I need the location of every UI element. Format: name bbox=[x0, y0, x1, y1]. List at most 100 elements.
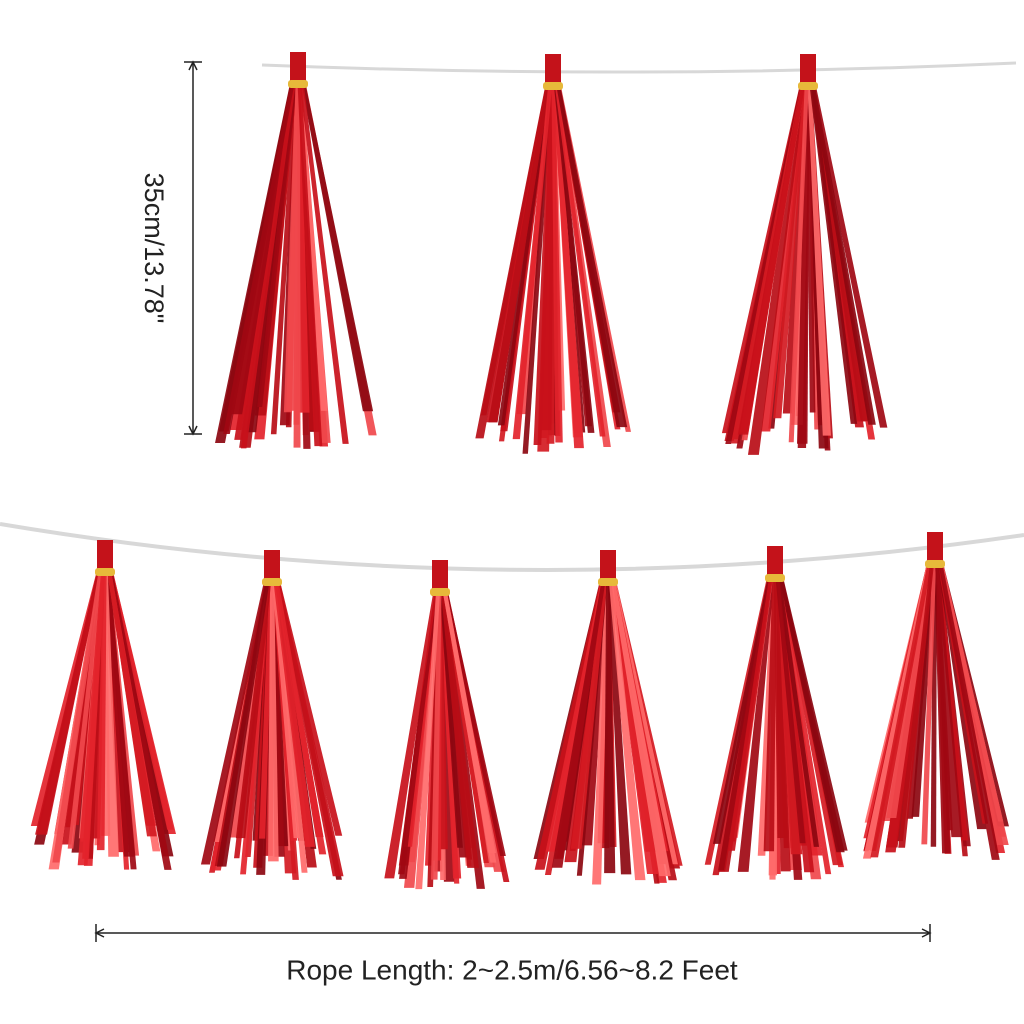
foil-strip bbox=[488, 84, 551, 423]
foil-strip bbox=[737, 84, 806, 435]
foil-strip bbox=[607, 580, 632, 875]
foil-strip bbox=[301, 82, 374, 412]
foil-strip bbox=[268, 580, 279, 862]
arrow-head bbox=[921, 928, 932, 938]
gold-band bbox=[430, 588, 450, 596]
foil-strip bbox=[552, 84, 584, 449]
gold-band bbox=[288, 80, 308, 88]
tassel-top bbox=[97, 540, 113, 576]
foil-strip bbox=[440, 590, 479, 868]
foil-strip bbox=[870, 562, 932, 858]
foil-strip bbox=[608, 580, 646, 881]
foil-strip bbox=[442, 590, 497, 863]
foil-strip bbox=[415, 590, 441, 890]
foil-strip bbox=[778, 576, 848, 851]
tassel bbox=[30, 540, 176, 870]
tassel bbox=[200, 550, 344, 880]
foil-strip bbox=[96, 570, 107, 851]
foil-strip bbox=[216, 580, 270, 867]
foil-strip bbox=[933, 562, 951, 854]
foil-strip bbox=[737, 576, 775, 872]
foil-strip bbox=[439, 590, 463, 848]
foil-strip bbox=[235, 580, 272, 839]
foil-strip bbox=[299, 82, 349, 444]
foil-strip bbox=[257, 82, 298, 407]
tassel-top bbox=[767, 546, 783, 582]
foil-strip bbox=[921, 562, 937, 845]
foil-strip bbox=[898, 562, 935, 848]
foil-strip bbox=[430, 590, 442, 880]
foil-strip bbox=[810, 84, 876, 425]
foil-strip bbox=[775, 576, 806, 844]
gold-band bbox=[262, 578, 282, 586]
tassel bbox=[533, 550, 683, 885]
gold-band bbox=[95, 568, 115, 576]
foil-strip bbox=[522, 84, 553, 454]
foil-strip bbox=[930, 562, 937, 847]
gold-band bbox=[798, 82, 818, 90]
foil-strip bbox=[604, 580, 616, 874]
gold-band bbox=[925, 560, 945, 568]
gold-band bbox=[765, 574, 785, 582]
tassel-top bbox=[432, 560, 448, 596]
foil-strip bbox=[592, 580, 610, 885]
foil-strip bbox=[609, 580, 659, 875]
foil-strip bbox=[533, 84, 554, 445]
foil-strip bbox=[570, 580, 608, 849]
foil-strip bbox=[200, 580, 269, 865]
foil-strip bbox=[439, 590, 460, 884]
foil-strip bbox=[938, 562, 1009, 846]
foil-strip bbox=[275, 580, 344, 877]
foil-strip bbox=[554, 84, 606, 437]
arrow-head bbox=[188, 425, 198, 436]
tassel bbox=[721, 54, 888, 455]
foil-strip bbox=[797, 84, 810, 444]
foil-strip bbox=[551, 580, 606, 868]
tassels bbox=[30, 52, 1009, 890]
tassel bbox=[475, 54, 631, 454]
arrow-head bbox=[188, 60, 198, 71]
foil-strip bbox=[297, 82, 323, 447]
gold-band bbox=[543, 82, 563, 90]
foil-strip bbox=[67, 570, 105, 849]
foil-strip bbox=[259, 580, 274, 839]
foil-strip bbox=[497, 84, 552, 426]
height-dimension bbox=[184, 60, 202, 436]
tassel-top bbox=[264, 550, 280, 586]
foil-strip bbox=[272, 580, 300, 839]
foil-strip bbox=[788, 84, 809, 443]
foil-strip bbox=[77, 570, 106, 866]
tassel-top bbox=[800, 54, 816, 90]
tassel bbox=[704, 546, 848, 880]
foil-strip bbox=[938, 562, 1000, 860]
gold-band bbox=[598, 578, 618, 586]
foil-strip bbox=[911, 562, 936, 817]
tassel-top bbox=[290, 52, 306, 88]
foil-strip bbox=[293, 82, 301, 448]
arrow-head bbox=[94, 928, 105, 938]
foil-strip bbox=[105, 570, 135, 857]
bottom-rope bbox=[0, 522, 1024, 572]
foil-strip bbox=[107, 570, 157, 837]
foil-strip bbox=[35, 570, 102, 835]
foil-strip bbox=[553, 84, 595, 433]
tassel-top bbox=[600, 550, 616, 586]
foil-strip bbox=[763, 576, 777, 852]
foil-strip bbox=[384, 590, 438, 879]
foil-strip bbox=[773, 84, 808, 419]
foil-strip bbox=[240, 82, 297, 449]
foil-strip bbox=[776, 576, 820, 847]
foil-strip bbox=[512, 84, 553, 440]
foil-strip bbox=[551, 84, 563, 443]
foil-strip bbox=[747, 84, 807, 455]
tassel bbox=[215, 52, 377, 449]
foil-strip bbox=[886, 562, 934, 819]
foil-strip bbox=[610, 580, 671, 877]
foil-strip bbox=[223, 82, 295, 434]
foil-strip bbox=[441, 590, 489, 863]
top-rope bbox=[261, 61, 1017, 74]
height-label: 35cm/13.78" bbox=[139, 173, 169, 324]
